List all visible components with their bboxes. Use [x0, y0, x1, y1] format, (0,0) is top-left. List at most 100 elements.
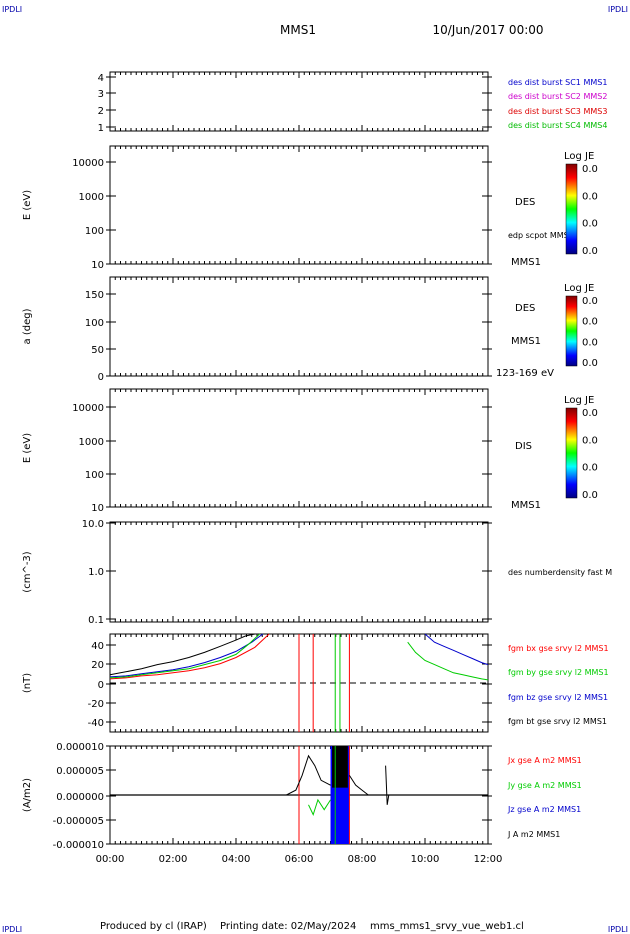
colorbar-title: Log JE — [564, 395, 594, 406]
y-axis-label: E (eV) — [22, 190, 33, 220]
series-line — [407, 641, 489, 681]
x-tick-label: 00:00 — [96, 854, 125, 865]
y-tick-label: 10000 — [72, 158, 104, 169]
colorbar — [565, 295, 578, 367]
footer-produced: Produced by cl (IRAP) — [100, 921, 207, 932]
colorbar-label: 0.0 — [582, 246, 598, 257]
footer-file: mms_mms1_srvy_vue_web1.cl — [370, 921, 524, 932]
y-tick-label: 10.0 — [82, 519, 104, 530]
y-axis-label: a (deg) — [22, 308, 33, 344]
colorbar-label: 0.0 — [582, 164, 598, 175]
y-tick-label: 2 — [98, 106, 104, 117]
footer-printing: Printing date: 02/May/2024 — [220, 921, 356, 932]
current-burst — [332, 746, 348, 788]
y-tick-label: -40 — [88, 718, 104, 729]
x-tick-label: 10:00 — [411, 854, 440, 865]
colorbar-label: 0.0 — [582, 435, 598, 446]
y-tick-label: 4 — [98, 73, 104, 84]
y-tick-label: -0.000010 — [53, 840, 104, 851]
y-axis-label: (nT) — [22, 673, 33, 693]
colorbar-label: 0.0 — [582, 317, 598, 328]
panel-frame-density — [109, 521, 489, 623]
corner-label-bl: IPDLI — [2, 925, 22, 934]
y-tick-label: 1.0 — [88, 567, 104, 578]
colorbar-label: 0.0 — [582, 191, 598, 202]
y-tick-label: 1 — [98, 123, 104, 134]
y-tick-label: 100 — [85, 318, 104, 329]
legend-entry: MMS1 — [511, 500, 541, 511]
legend-entry: MMS1 — [511, 257, 541, 268]
colorbar-label: 0.0 — [582, 463, 598, 474]
x-tick-label: 08:00 — [348, 854, 377, 865]
y-tick-label: 0 — [98, 372, 104, 383]
header-date: 10/Jun/2017 00:00 — [432, 23, 543, 37]
colorbar-label: 0.0 — [582, 408, 598, 419]
colorbar — [565, 407, 578, 499]
corner-label-tl: IPDLI — [2, 5, 22, 14]
colorbar-label: 0.0 — [582, 337, 598, 348]
header-title: MMS1 — [280, 23, 316, 37]
colorbar-title: Log JE — [564, 151, 594, 162]
y-tick-label: 1000 — [79, 437, 104, 448]
x-tick-label: 06:00 — [285, 854, 314, 865]
y-axis-label: (A/m2) — [22, 778, 33, 812]
legend-entry: MMS1 — [511, 336, 541, 347]
y-tick-label: 0.000000 — [56, 792, 104, 803]
legend-entry: des dist burst SC4 MMS4 — [508, 121, 607, 130]
legend-entry: fgm bz gse srvy l2 MMS1 — [508, 693, 608, 702]
y-tick-label: 10000 — [72, 403, 104, 414]
series-line — [109, 633, 260, 679]
series-line — [424, 633, 489, 666]
series-line — [109, 633, 256, 676]
legend-entry: fgm bx gse srvy l2 MMS1 — [508, 644, 609, 653]
legend-entry: DES — [515, 197, 535, 208]
colorbar-title: Log JE — [564, 283, 594, 294]
corner-label-br: IPDLI — [608, 925, 628, 934]
y-tick-label: 0 — [98, 680, 104, 691]
legend-entry: des dist burst SC1 MMS1 — [508, 78, 607, 87]
y-tick-label: 100 — [85, 470, 104, 481]
legend-entry: Jx gse A m2 MMS1 — [507, 756, 582, 765]
legend-entry: Jz gse A m2 MMS1 — [507, 805, 581, 814]
legend-entry: edp scpot MMS1 — [508, 231, 574, 240]
colorbar-label: 0.0 — [582, 358, 598, 369]
legend-entry: fgm by gse srvy l2 MMS1 — [508, 668, 609, 677]
x-tick-label: 02:00 — [159, 854, 188, 865]
series-line — [109, 633, 270, 680]
legend-entry: des numberdensity fast M — [508, 568, 612, 577]
y-tick-label: -0.000005 — [53, 816, 104, 827]
legend-entry: des dist burst SC3 MMS3 — [508, 107, 607, 116]
y-tick-label: 50 — [91, 345, 104, 356]
y-tick-label: 20 — [91, 660, 104, 671]
colorbar-label: 0.0 — [582, 219, 598, 230]
x-tick-label: 12:00 — [474, 854, 503, 865]
legend-entry: fgm bt gse srvy l2 MMS1 — [508, 717, 607, 726]
series-line — [286, 754, 331, 796]
legend-entry: DIS — [515, 441, 532, 452]
y-tick-label: 1000 — [79, 192, 104, 203]
y-tick-label: 150 — [85, 290, 104, 301]
y-tick-label: 0.000005 — [56, 766, 104, 777]
legend-entry: J A m2 MMS1 — [507, 830, 560, 839]
y-tick-label: 10 — [91, 260, 104, 271]
legend-entry: 123-169 eV — [496, 368, 554, 379]
y-tick-label: -20 — [88, 699, 104, 710]
legend-entry: DES — [515, 303, 535, 314]
y-tick-label: 0.1 — [88, 615, 104, 626]
panel-frame-des_pa — [109, 276, 489, 377]
series-line — [109, 633, 264, 678]
series-line — [308, 798, 331, 816]
legend-entry: Jy gse A m2 MMS1 — [507, 781, 582, 790]
corner-label-tr: IPDLI — [608, 5, 628, 14]
y-tick-label: 10 — [91, 503, 104, 514]
x-tick-label: 04:00 — [222, 854, 251, 865]
series-line — [348, 775, 369, 796]
legend-entry: des dist burst SC2 MMS2 — [508, 92, 607, 101]
series-line — [385, 765, 390, 805]
y-axis-label: E (eV) — [22, 433, 33, 463]
panel-frame-dis_e — [109, 388, 489, 508]
y-axis-label: (cm^-3) — [22, 551, 33, 592]
panel-frame-sc — [109, 71, 489, 132]
colorbar-label: 0.0 — [582, 490, 598, 501]
